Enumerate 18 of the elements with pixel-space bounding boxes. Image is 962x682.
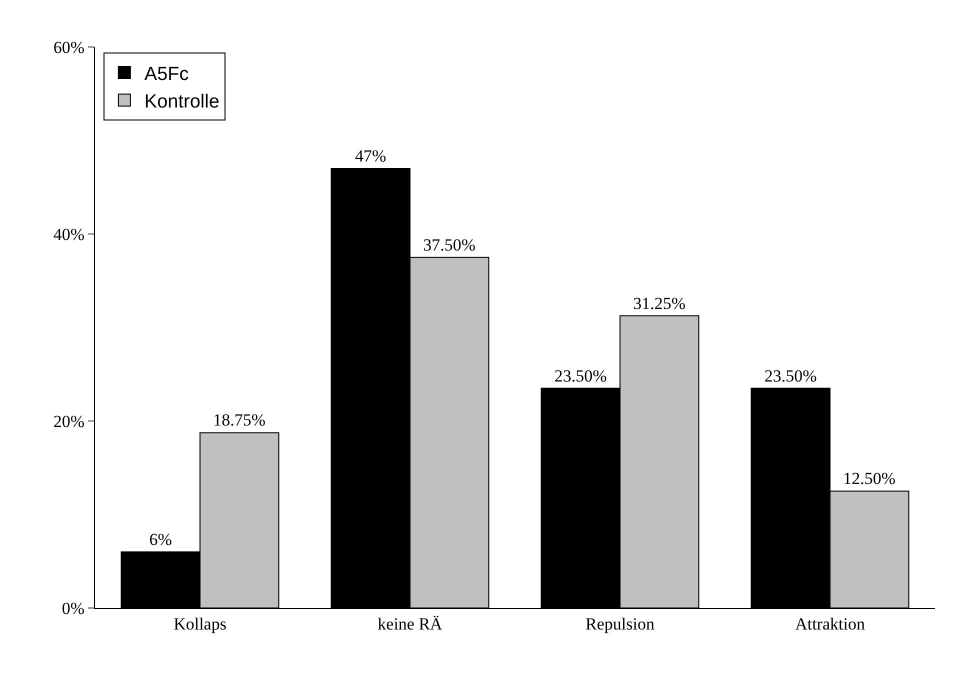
data-label: 6% [149,530,172,549]
data-label: 23.50% [554,366,607,386]
data-label: 12.50% [843,469,896,488]
legend-label: A5Fc [144,64,189,85]
y-tick-label: 60% [53,38,85,57]
x-tick-label: Kollaps [174,614,226,634]
data-label: 37.50% [423,235,476,254]
y-tick-label: 0% [62,598,85,618]
x-tick-label: Repulsion [586,614,655,634]
data-label: 23.50% [764,366,817,386]
data-label: 31.25% [633,294,686,313]
y-tick-label: 20% [53,412,85,431]
x-tick-label: Attraktion [795,614,866,634]
data-label: 18.75% [213,410,266,430]
legend-label: Kontrolle [144,92,220,113]
y-tick-label: 40% [53,224,85,244]
data-label: 47% [355,146,386,166]
x-tick-label: keine RÄ [378,614,444,634]
